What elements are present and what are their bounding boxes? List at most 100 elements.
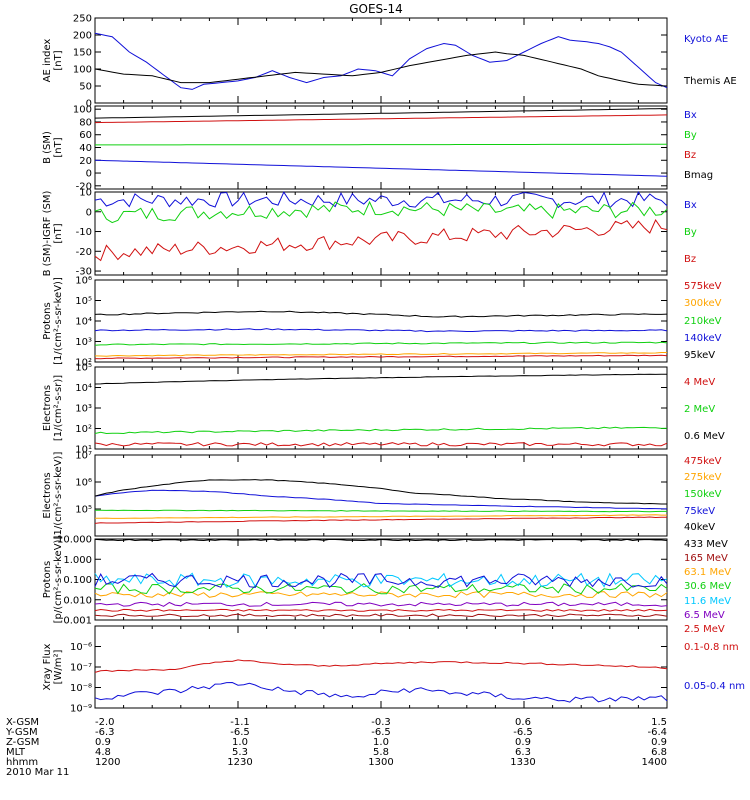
ephemeris-value: 1300 [368,757,393,768]
y-tick-label: 150 [73,48,92,59]
y-tick-label: 10² [75,358,92,369]
y-tick-label: 100 [73,65,92,76]
y-tick-label: 0.010 [63,595,92,606]
series-line [94,328,668,333]
y-tick-label: 0 [86,169,92,180]
series-line [94,538,668,542]
y-axis-label: Protons [42,561,53,598]
series-line [94,426,668,435]
ephemeris-value: 6.3 [515,747,531,758]
legend-entry: 165 MeV [684,553,728,564]
legend-entry: 6.5 MeV [684,610,725,621]
series-line [94,442,668,447]
ephemeris-value: -6.5 [513,727,533,738]
panel-6: 10⁵ 10⁶ 10⁷ Electrons [1/(cm²-s-sr-keV)] 475k… [42,451,722,540]
ephemeris-value: -6.5 [230,727,250,738]
ephemeris-value: 1200 [95,757,120,768]
series-line [94,218,668,262]
ephemeris-value: -2.0 [95,717,115,728]
panel-4: 10² 10³ 10⁴ 10⁵ 10⁶ Protons [1/(cm²-s-sr-keV)]… [42,276,722,369]
legend-entry: 575keV [684,281,722,292]
series-line [94,352,667,357]
legend-entry: 0.6 MeV [684,431,725,442]
legend-entry: 275keV [684,472,722,483]
series-line [94,51,668,87]
y-tick-label: 10⁶ [75,478,92,489]
y-tick-label: 10⁻⁷ [70,663,92,674]
legend-entry: 95keV [684,350,715,361]
y-tick-label: 20 [79,156,92,167]
ephemeris-value: -1.1 [230,717,250,728]
y-axis-label: [p/(cm²-s-sr-keV)] [53,536,64,624]
series-line [94,114,668,124]
legend-entry: 30.6 MeV [684,581,731,592]
series-line [94,659,668,673]
legend-entry: By [684,227,697,238]
series-line [94,591,668,599]
plot-frame [94,17,668,104]
ephemeris-value: 0.6 [515,717,531,728]
ephemeris-value: 0.9 [515,737,531,748]
y-tick-label: 10⁷ [75,451,92,462]
plot-frame [94,454,668,537]
ephemeris-value: 0.9 [651,737,667,748]
ephemeris-value: -6.4 [647,727,667,738]
legend-entry: 75keV [684,506,715,517]
series-line [94,354,668,360]
y-tick-label: 10⁶ [75,276,92,287]
ephemeris-value: 1230 [227,757,252,768]
y-axis-label: B (SM)-IGRF (SM) [42,191,53,277]
series-line [94,582,668,595]
y-tick-label: -10 [76,227,92,238]
ephemeris-label: X-GSM [6,717,39,728]
y-tick-label: 10 [79,188,92,199]
y-tick-label: 10⁻⁶ [70,642,92,653]
y-axis-label: [1/(cm²-s-sr-keV)] [53,277,64,365]
legend-entry: 4 MeV [684,377,715,388]
y-tick-label: 10.000 [57,535,92,546]
y-tick-label: 10³ [75,404,92,415]
series-line [95,143,667,146]
y-tick-label: 10⁴ [75,317,92,328]
legend-entry: Bx [684,110,697,121]
series-line [94,32,668,90]
date-label: 2010 Mar 11 [6,767,69,778]
series-line [95,509,667,513]
y-axis-label: Xray Flux [42,643,53,690]
y-axis-label: [nT] [53,223,64,243]
legend-entry: 0.05-0.4 nm [684,681,745,692]
panel-7: 0.001 0.010 0.100 1.000 10.000 Protons [p/(cm²… [42,535,731,636]
y-tick-label: 200 [73,31,92,42]
y-axis-label: Electrons [42,385,53,431]
y-tick-label: 0.001 [63,616,92,627]
series-line [94,200,668,224]
legend-entry: 2.5 MeV [684,624,725,635]
ephemeris-value: 4.8 [95,747,111,758]
series-line [94,572,668,588]
y-tick-label: 10¹ [75,445,92,456]
y-tick-label: 250 [73,14,92,25]
series-line [94,601,668,607]
legend-entry: Kyoto AE [684,34,728,45]
y-axis-label: [nT] [53,137,64,157]
legend-entry: 150keV [684,489,722,500]
legend-entry: 40keV [684,522,715,533]
series-line [94,159,668,177]
series-line [94,489,668,510]
panel-5: 10¹ 10² 10³ 10⁴ 10⁵ Electrons [1/(cm²-s-sr)] 4 … [42,363,725,456]
y-axis-label: Electrons [42,472,53,518]
series-line [94,373,667,385]
ephemeris-value: 1.5 [651,717,667,728]
legend-entry: 210keV [684,316,722,327]
y-axis-label: [1/(cm²-s-sr-keV)] [53,452,64,540]
y-tick-label: 10⁻⁹ [70,704,92,715]
y-tick-label: -20 [76,181,92,192]
series-line [94,608,668,612]
y-tick-label: 10⁴ [75,383,92,394]
ephemeris-value: 1.0 [373,737,389,748]
ephemeris-label: hhmm [6,757,38,768]
panel-8: 10⁻⁹ 10⁻⁶ 10⁻⁷ 10⁻⁸ Xray Flux [W/m²] 0.1-0.8 n… [42,625,745,715]
y-tick-label: 10² [75,424,92,435]
ephemeris-value: -0.3 [371,717,391,728]
